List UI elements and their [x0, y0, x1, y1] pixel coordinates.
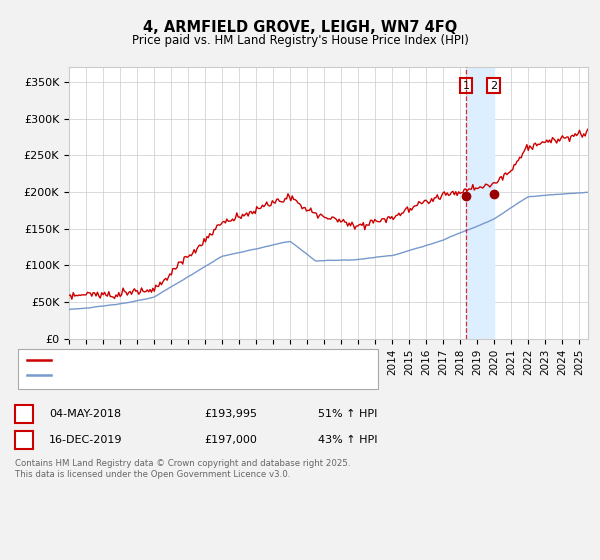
Text: Price paid vs. HM Land Registry's House Price Index (HPI): Price paid vs. HM Land Registry's House …: [131, 34, 469, 46]
Text: 4, ARMFIELD GROVE, LEIGH, WN7 4FQ: 4, ARMFIELD GROVE, LEIGH, WN7 4FQ: [143, 20, 457, 35]
Text: 1: 1: [20, 408, 28, 421]
Text: 04-MAY-2018: 04-MAY-2018: [49, 409, 121, 419]
Text: 2: 2: [20, 433, 28, 446]
Text: £197,000: £197,000: [204, 435, 257, 445]
Text: 16-DEC-2019: 16-DEC-2019: [49, 435, 123, 445]
Text: 1: 1: [463, 81, 470, 91]
Text: 43% ↑ HPI: 43% ↑ HPI: [318, 435, 377, 445]
Text: HPI: Average price, semi-detached house, Wigan: HPI: Average price, semi-detached house,…: [55, 370, 293, 380]
Bar: [466, 67, 494, 339]
Text: Contains HM Land Registry data © Crown copyright and database right 2025.
This d: Contains HM Land Registry data © Crown c…: [15, 459, 350, 479]
Text: 4, ARMFIELD GROVE, LEIGH, WN7 4FQ (semi-detached house): 4, ARMFIELD GROVE, LEIGH, WN7 4FQ (semi-…: [55, 355, 359, 365]
Text: 51% ↑ HPI: 51% ↑ HPI: [318, 409, 377, 419]
Text: 2: 2: [490, 81, 497, 91]
Text: £193,995: £193,995: [204, 409, 257, 419]
